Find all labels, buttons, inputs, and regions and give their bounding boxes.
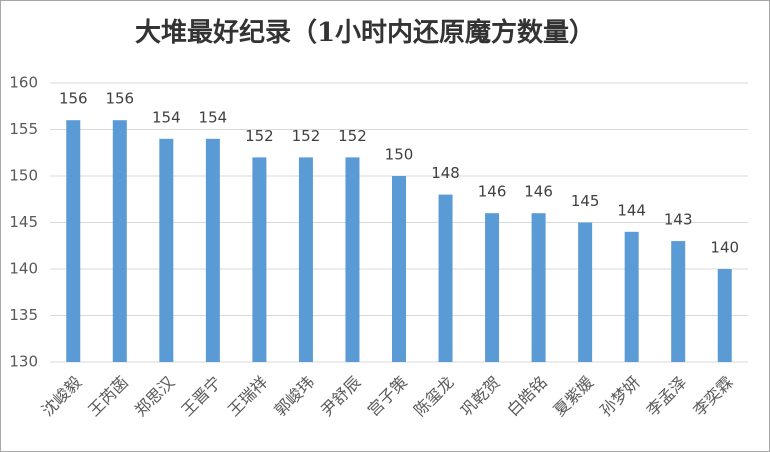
- bar: [345, 157, 360, 362]
- bar: [717, 269, 732, 362]
- bar: [624, 231, 639, 362]
- data-label: 145: [571, 192, 600, 210]
- data-label: 148: [431, 164, 460, 182]
- chart-title: 大堆最好纪录（1小时内还原魔方数量）: [135, 17, 595, 48]
- data-label: 150: [385, 146, 414, 164]
- bar: [66, 120, 81, 362]
- y-tick-label: 145: [9, 213, 38, 231]
- data-label: 156: [105, 90, 134, 108]
- data-label: 140: [710, 239, 739, 257]
- bar: [578, 222, 593, 362]
- data-label: 146: [524, 183, 553, 201]
- data-label: 154: [199, 108, 228, 126]
- data-label: 143: [664, 211, 693, 229]
- data-label: 146: [478, 183, 507, 201]
- data-label: 152: [338, 127, 367, 145]
- bar: [531, 213, 546, 362]
- bar: [438, 194, 453, 362]
- data-label: 156: [59, 90, 88, 108]
- y-tick-label: 160: [9, 74, 38, 92]
- y-tick-label: 135: [9, 306, 38, 324]
- bar: [112, 120, 127, 362]
- data-label: 154: [152, 108, 181, 126]
- y-tick-label: 140: [9, 260, 38, 278]
- bar: [671, 241, 686, 362]
- data-label: 152: [292, 127, 321, 145]
- bar: [485, 213, 500, 362]
- data-label: 144: [617, 201, 646, 219]
- bar: [392, 176, 406, 362]
- data-label: 152: [245, 127, 274, 145]
- y-tick-label: 150: [9, 167, 38, 185]
- bar: [298, 157, 313, 362]
- bar: [205, 138, 220, 362]
- bar: [252, 157, 267, 362]
- y-tick-label: 130: [9, 353, 38, 371]
- y-tick-label: 155: [9, 120, 38, 138]
- bar: [159, 138, 174, 362]
